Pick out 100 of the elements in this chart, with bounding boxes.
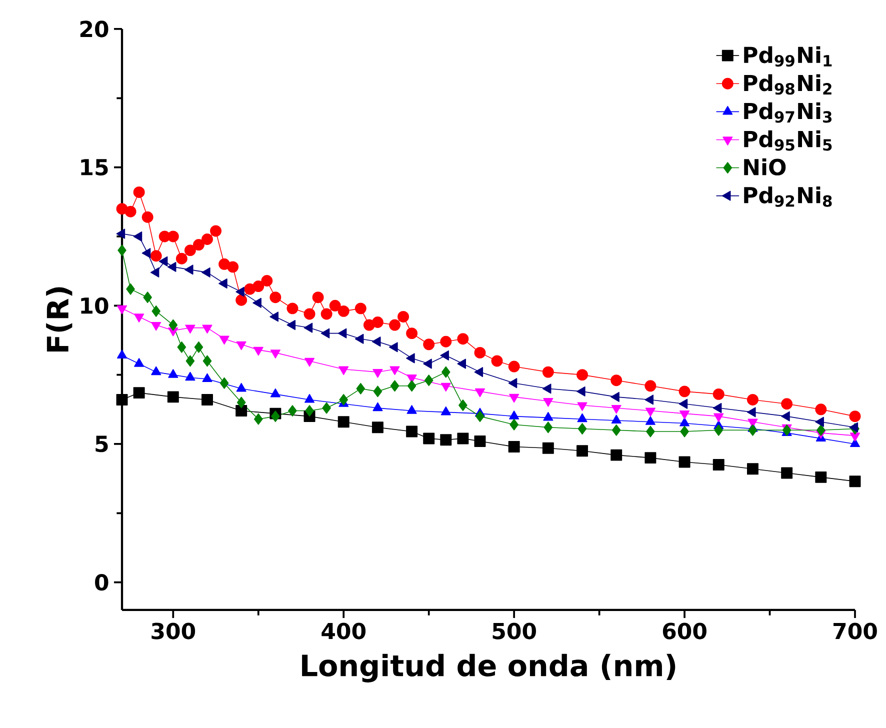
point (167, 230, 179, 242)
point (714, 424, 724, 436)
point (712, 403, 722, 414)
point (254, 413, 263, 425)
point (304, 322, 313, 333)
point (390, 366, 400, 376)
legend-label: Pd$_{97}$Ni$_{3}$ (744, 102, 832, 123)
point (338, 328, 347, 338)
point (542, 384, 552, 394)
point (576, 445, 588, 457)
point (440, 406, 451, 416)
point (186, 355, 195, 367)
point (542, 442, 554, 454)
point (142, 248, 151, 258)
point (423, 358, 432, 369)
point (304, 358, 315, 367)
point (644, 452, 656, 464)
point (441, 366, 450, 378)
point (304, 308, 316, 320)
point (150, 267, 160, 278)
point (815, 404, 827, 416)
point (423, 338, 435, 350)
point (781, 411, 790, 422)
point (678, 398, 688, 409)
legend-label: NiO (744, 158, 786, 176)
point (151, 366, 162, 376)
point (167, 262, 176, 272)
point (509, 394, 520, 403)
point (372, 402, 383, 412)
point (508, 360, 520, 372)
point (474, 346, 486, 358)
point (184, 244, 196, 256)
point (746, 407, 756, 418)
x-tick-label: 500 (492, 622, 536, 640)
point (202, 267, 210, 278)
point (474, 435, 486, 447)
point (338, 416, 350, 428)
point (133, 231, 142, 242)
point (815, 471, 827, 483)
point (236, 286, 244, 297)
point (167, 391, 179, 403)
point (406, 353, 415, 364)
point (305, 405, 314, 417)
point (124, 206, 136, 218)
point (270, 292, 282, 304)
point (611, 404, 622, 414)
point (458, 400, 468, 411)
point (440, 350, 449, 360)
x-tick-label: 600 (662, 622, 706, 640)
point (253, 346, 264, 356)
point (312, 292, 324, 304)
legend-label: Pd$_{99}$Ni$_{1}$ (744, 46, 832, 67)
point (322, 402, 331, 414)
point (372, 368, 383, 378)
point (424, 374, 434, 386)
legend-label: Pd$_{92}$Ni$_{8}$ (744, 186, 832, 207)
point (612, 424, 621, 436)
x-tick-label: 700 (834, 622, 877, 640)
point (646, 426, 655, 438)
point (543, 398, 554, 407)
point (236, 382, 246, 392)
point (134, 358, 144, 367)
point (576, 386, 586, 396)
point (508, 441, 520, 452)
point (220, 377, 229, 389)
point (440, 336, 452, 348)
point (236, 294, 248, 306)
point (542, 366, 554, 378)
x-tick-label: 400 (322, 622, 366, 640)
point (202, 234, 213, 245)
point (151, 322, 162, 331)
point (339, 394, 348, 406)
point (406, 405, 417, 414)
point (210, 225, 222, 237)
point (158, 256, 168, 266)
point (227, 261, 239, 273)
point (781, 398, 793, 410)
point (329, 300, 341, 312)
point (611, 414, 622, 424)
point (577, 413, 588, 422)
point (236, 341, 246, 350)
point (610, 392, 620, 402)
y-tick-label: 15 (81, 159, 108, 176)
point (680, 410, 690, 420)
point (304, 394, 315, 403)
point (116, 394, 128, 406)
y-axis-title: F(R) (46, 287, 72, 352)
point (849, 476, 861, 488)
point (271, 410, 280, 422)
point (116, 228, 126, 239)
point (142, 211, 154, 223)
point (373, 386, 382, 398)
point (476, 410, 484, 422)
point (270, 312, 278, 322)
point (270, 350, 280, 358)
point (748, 424, 758, 436)
point (714, 413, 724, 422)
point (578, 423, 587, 434)
point (320, 308, 332, 320)
point (440, 434, 452, 446)
